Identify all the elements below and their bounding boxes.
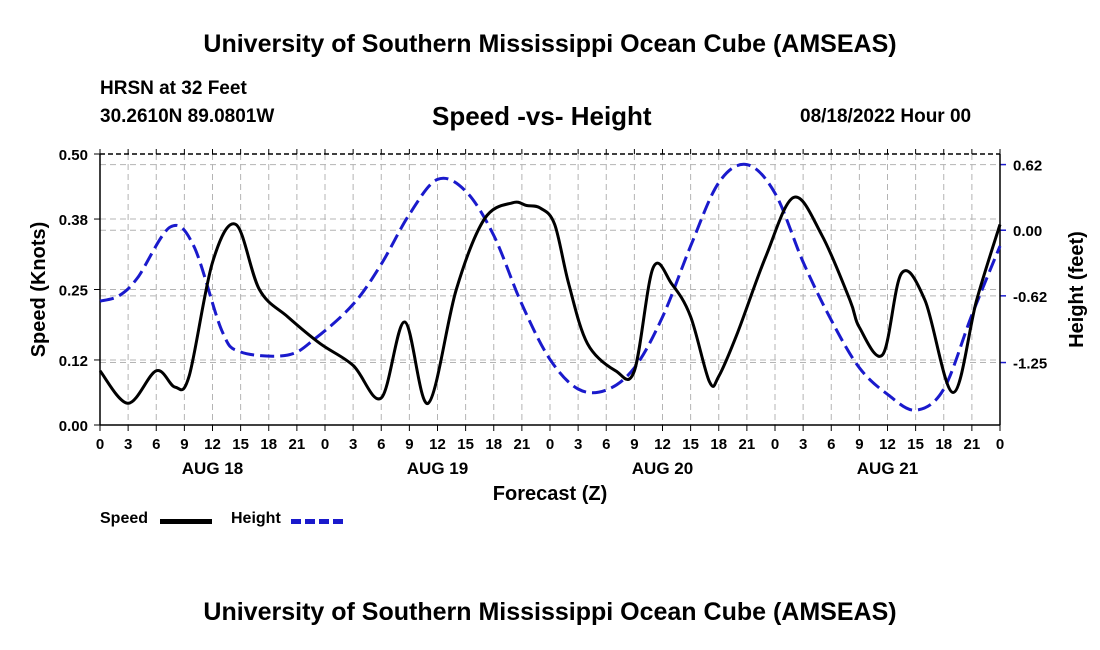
y2-tick-label: 0.00 bbox=[1013, 223, 1042, 240]
footer-title: University of Southern Mississippi Ocean… bbox=[203, 598, 897, 626]
x-tick-label: 0 bbox=[996, 436, 1004, 453]
x-tick-label: 18 bbox=[710, 436, 727, 453]
legend-height-label: Height bbox=[231, 510, 281, 527]
x-tick-label: 3 bbox=[349, 436, 357, 453]
x-tick-label: 21 bbox=[289, 436, 306, 453]
x-tick-label: 18 bbox=[935, 436, 952, 453]
x-tick-label: 12 bbox=[429, 436, 446, 453]
x-tick-label: 21 bbox=[964, 436, 981, 453]
x-tick-label: 3 bbox=[799, 436, 807, 453]
y2-tick-label: -0.62 bbox=[1013, 289, 1047, 306]
legend-speed-swatch bbox=[160, 519, 212, 524]
speed-series-line bbox=[98, 195, 1002, 405]
x-tick-label: 0 bbox=[96, 436, 104, 453]
x-tick-label: 21 bbox=[514, 436, 531, 453]
station-coordinates: 30.2610N 89.0801W bbox=[100, 106, 275, 127]
y-tick-label: 0.12 bbox=[59, 353, 88, 370]
x-axis-title: Forecast (Z) bbox=[493, 483, 607, 505]
y2-tick-label: -1.25 bbox=[1013, 356, 1047, 373]
x-tick-label: 15 bbox=[457, 436, 474, 453]
x-tick-label: 12 bbox=[654, 436, 671, 453]
y-tick-label: 0.25 bbox=[59, 283, 88, 300]
x-tick-label: 6 bbox=[377, 436, 385, 453]
x-tick-label: 3 bbox=[574, 436, 582, 453]
x-tick-label: 12 bbox=[879, 436, 896, 453]
x-tick-label: 12 bbox=[204, 436, 221, 453]
y-tick-label: 0.00 bbox=[59, 418, 88, 435]
x-tick-label: 0 bbox=[546, 436, 554, 453]
x-tick-label: 15 bbox=[682, 436, 699, 453]
legend-height-swatch bbox=[291, 519, 343, 524]
x-tick-label: 15 bbox=[232, 436, 249, 453]
x-tick-label: 0 bbox=[321, 436, 329, 453]
x-tick-label: 6 bbox=[602, 436, 610, 453]
x-day-label: AUG 20 bbox=[632, 459, 693, 478]
y2-axis-title: Height (feet) bbox=[1066, 231, 1088, 348]
x-tick-label: 9 bbox=[855, 436, 863, 453]
x-tick-label: 18 bbox=[260, 436, 277, 453]
x-day-label: AUG 21 bbox=[857, 459, 918, 478]
x-tick-label: 9 bbox=[630, 436, 638, 453]
y-tick-label: 0.50 bbox=[59, 147, 88, 164]
x-tick-label: 21 bbox=[739, 436, 756, 453]
x-tick-label: 6 bbox=[827, 436, 835, 453]
x-tick-label: 9 bbox=[405, 436, 413, 453]
y-tick-label: 0.38 bbox=[59, 212, 88, 229]
x-tick-label: 0 bbox=[771, 436, 779, 453]
y-axis-title: Speed (Knots) bbox=[28, 222, 50, 358]
main-title: University of Southern Mississippi Ocean… bbox=[203, 30, 897, 58]
x-tick-label: 6 bbox=[152, 436, 160, 453]
x-tick-label: 3 bbox=[124, 436, 132, 453]
y2-tick-label: 0.62 bbox=[1013, 158, 1042, 175]
legend-speed-label: Speed bbox=[100, 510, 149, 527]
x-tick-label: 18 bbox=[485, 436, 502, 453]
x-day-label: AUG 19 bbox=[407, 459, 468, 478]
x-tick-label: 9 bbox=[180, 436, 188, 453]
station-label: HRSN at 32 Feet bbox=[100, 78, 247, 99]
height-series-line bbox=[99, 162, 1002, 412]
run-date: 08/18/2022 Hour 00 bbox=[800, 106, 972, 127]
x-tick-label: 15 bbox=[907, 436, 924, 453]
chart-subtitle: Speed -vs- Height bbox=[432, 101, 652, 131]
x-day-label: AUG 18 bbox=[182, 459, 243, 478]
